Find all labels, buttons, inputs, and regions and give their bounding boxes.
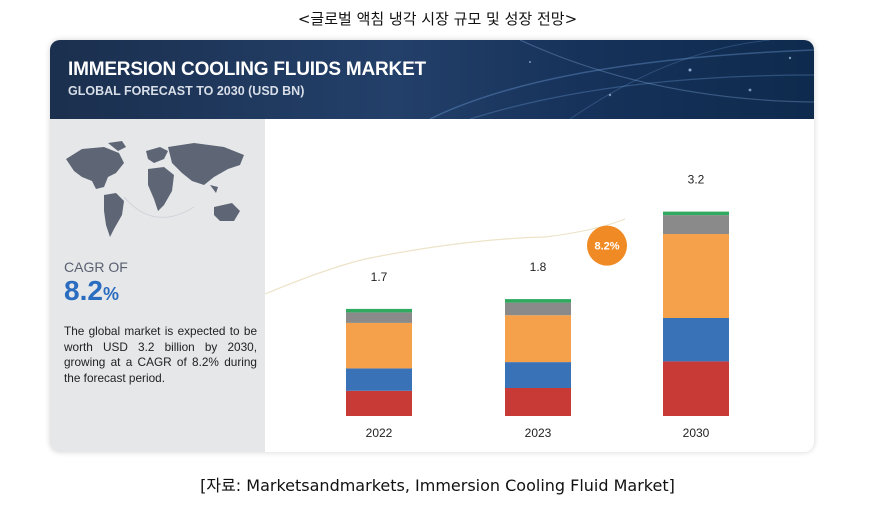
cagr-value: 8.2% — [64, 275, 119, 306]
bar-2023-europe — [505, 362, 571, 388]
top-caption: <글로벌 액침 냉각 시장 규모 및 성장 전망> — [297, 10, 578, 28]
bar-2023-middle-east-africa — [505, 302, 571, 316]
market-description: The global market is expected to be wort… — [64, 324, 257, 385]
total-label-2023: 1.8 — [530, 260, 547, 274]
x-tick-2030: 2030 — [683, 426, 710, 440]
source-caption: [자료: Marketsandmarkets, Immersion Coolin… — [200, 476, 675, 495]
bar-2030-asia-pacific — [663, 234, 729, 318]
bar-2022-north-america — [346, 390, 412, 416]
total-label-2022: 1.7 — [371, 270, 388, 284]
bar-2023-asia-pacific — [505, 315, 571, 363]
bar-2030-north-america — [663, 361, 729, 416]
world-map-icon — [66, 141, 244, 237]
cagr-badge-label: 8.2% — [594, 241, 619, 253]
x-tick-2022: 2022 — [366, 426, 393, 440]
total-label-2030: 3.2 — [688, 173, 705, 187]
left-panel: CAGR OF 8.2% The global market is expect… — [50, 119, 265, 452]
x-tick-2023: 2023 — [525, 426, 552, 440]
infographic-card: IMMERSION COOLING FLUIDS MARKET GLOBAL F… — [50, 40, 814, 452]
infographic-subtitle: GLOBAL FORECAST TO 2030 (USD BN) — [68, 84, 305, 98]
cagr-badge — [587, 225, 627, 266]
cagr-label: CAGR OF — [64, 259, 128, 275]
bar-2022-asia-pacific — [346, 322, 412, 369]
bar-2022-middle-east-africa — [346, 312, 412, 323]
infographic-title: IMMERSION COOLING FLUIDS MARKET — [68, 59, 426, 80]
bar-2023-south-america — [505, 299, 571, 303]
header-decoration — [429, 40, 814, 119]
bar-2023-north-america — [505, 388, 571, 416]
infographic-header: IMMERSION COOLING FLUIDS MARKET GLOBAL F… — [50, 40, 814, 119]
bar-2022-europe — [346, 368, 412, 391]
bar-2030-south-america — [663, 211, 729, 216]
bar-2030-middle-east-africa — [663, 215, 729, 234]
decorative-curve — [265, 218, 626, 295]
cagr-unit: % — [102, 284, 119, 304]
bar-2022-south-america — [346, 308, 412, 313]
bar-2030-europe — [663, 318, 729, 362]
